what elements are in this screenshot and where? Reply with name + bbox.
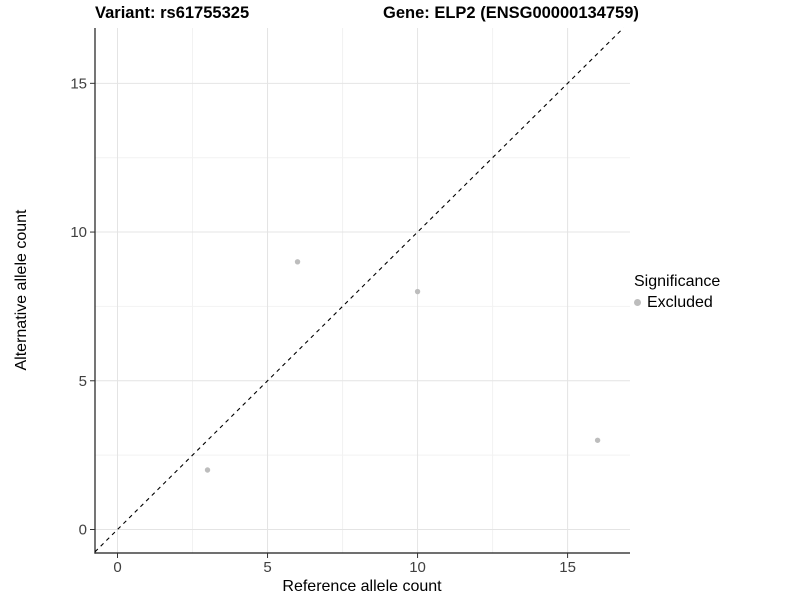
legend: Significance Excluded [634,272,720,312]
identity-dashed-line [94,27,624,553]
data-point [294,259,301,265]
legend-item-excluded: Excluded [634,293,720,312]
legend-title: Significance [634,273,721,290]
y-axis-title: Alternative allele count [13,209,30,371]
data-point [414,288,421,295]
x-tick-label: 15 [559,559,576,576]
y-tick-label: 10 [70,224,87,241]
plot-title-gene: Gene: ELP2 (ENSG00000134759) [383,4,639,22]
y-tick-label: 0 [79,522,87,539]
data-point [594,437,601,443]
x-tick-label: 5 [263,559,271,576]
x-tick-label: 10 [409,559,426,576]
legend-item-label: Excluded [647,294,713,311]
x-tick-label: 0 [113,559,121,576]
y-tick-label: 15 [70,75,87,92]
plot-title-variant: Variant: rs61755325 [95,4,250,22]
x-axis-title: Reference allele count [282,578,442,595]
data-point [204,467,211,473]
y-tick-label: 5 [79,373,87,390]
legend-point-icon [634,299,641,306]
